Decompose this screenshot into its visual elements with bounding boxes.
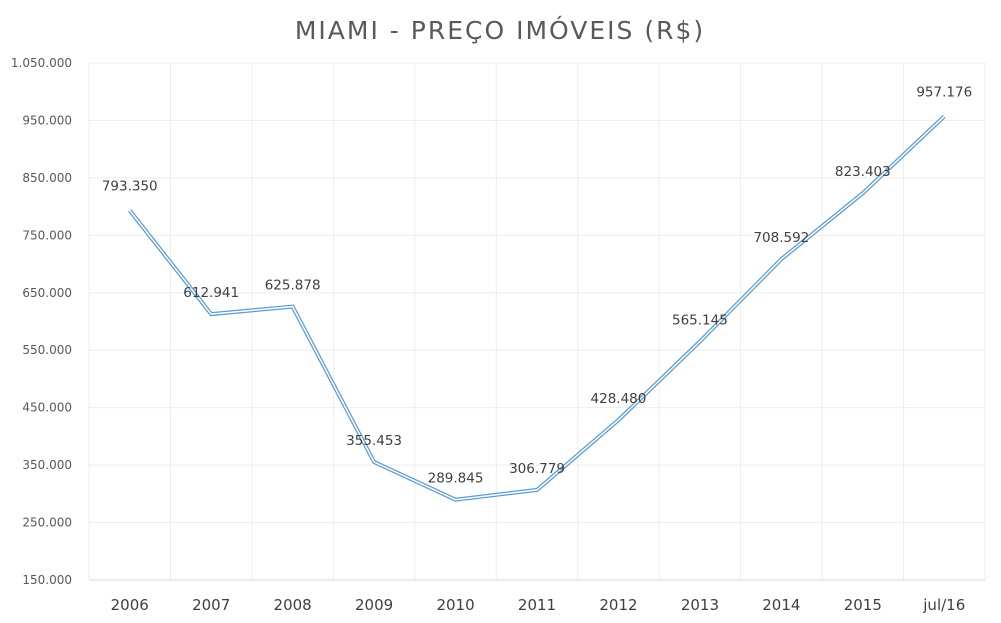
series-line-layer [128,114,946,502]
data-label: 957.176 [916,84,972,100]
x-tick-label: 2012 [599,596,637,614]
x-tick-label: 2009 [355,596,393,614]
data-label: 708.592 [753,230,809,246]
data-label: 306.779 [509,461,565,477]
x-tick-label: 2010 [436,596,474,614]
x-tick-label: jul/16 [922,596,965,614]
data-label: 793.350 [102,178,158,194]
y-tick-label: 450.000 [22,401,72,415]
x-tick-label: 2007 [192,596,230,614]
data-label: 428.480 [591,391,647,407]
y-tick-label: 350.000 [22,458,72,472]
data-label-layer: 793.350 612.941 625.878 355.453 289.845 306.7… [102,84,972,486]
data-label: 823.403 [835,164,891,180]
y-tick-label: 950.000 [22,113,72,127]
y-tick-label: 750.000 [22,228,72,242]
y-tick-label: 150.000 [22,573,72,587]
x-tick-label: 2013 [681,596,719,614]
data-label: 612.941 [183,285,239,301]
x-tick-label: 2014 [762,596,800,614]
grid-layer [88,62,986,580]
y-tick-label: 850.000 [22,171,72,185]
data-label: 289.845 [428,471,484,487]
chart-title: MIAMI - PREÇO IMÓVEIS (R$) [295,15,705,45]
y-tick-label: 550.000 [22,343,72,357]
y-tick-label: 650.000 [22,286,72,300]
x-tick-label: 2008 [274,596,312,614]
y-tick-label: 250.000 [22,516,72,530]
x-tick-label: 2015 [844,596,882,614]
series-line-inner [129,115,945,501]
y-tick-label: 1.050.000 [11,56,72,70]
x-tick-label: 2011 [518,596,556,614]
axis-layer: 150.000 250.000 350.000 450.000 550.000 650.0… [11,56,985,614]
data-label: 625.878 [265,278,321,294]
x-tick-label: 2006 [111,596,149,614]
data-label: 565.145 [672,313,728,329]
data-label: 355.453 [346,433,402,449]
